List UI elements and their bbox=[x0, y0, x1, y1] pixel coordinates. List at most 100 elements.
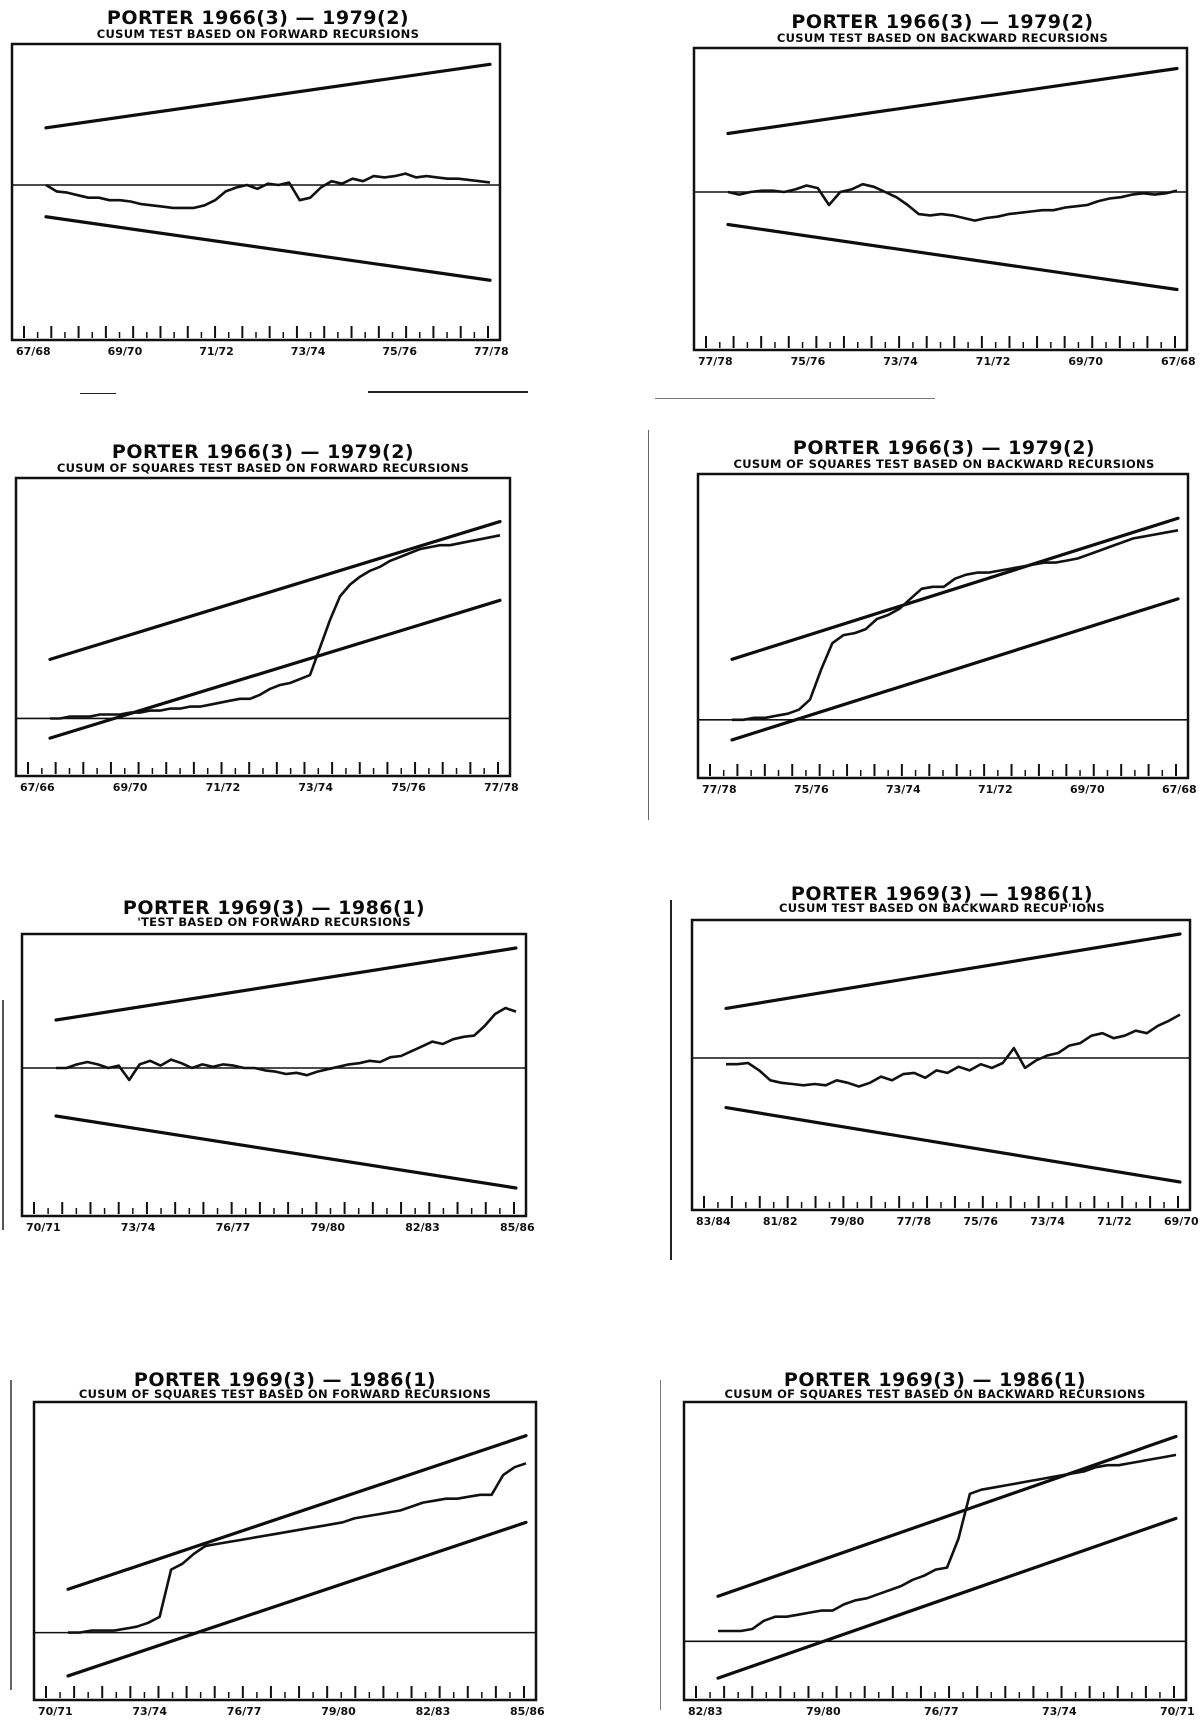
chart-plot: 70/71 73/74 76/77 79/80 82/83 85/86 bbox=[20, 932, 535, 1234]
x-tick-label: 79/80 bbox=[806, 1705, 841, 1718]
upper-significance-bound bbox=[48, 519, 502, 661]
series-line bbox=[732, 529, 1179, 722]
x-tick-label: 79/80 bbox=[830, 1215, 865, 1228]
chart-plot: 77/78 75/76 73/74 71/72 69/70 67/68 bbox=[696, 472, 1197, 796]
chart-panel-cusum-forward-1966: PORTER 1966(3) — 1979(2) CUSUM TEST BASE… bbox=[8, 6, 509, 396]
upper-significance-bound bbox=[716, 1434, 1178, 1598]
lower-significance-bound bbox=[724, 1106, 1182, 1184]
x-tick-label: 85/86 bbox=[510, 1705, 545, 1718]
plot-frame bbox=[692, 46, 1189, 352]
x-tick-label: 81/82 bbox=[763, 1215, 798, 1228]
plot-frame bbox=[14, 476, 512, 778]
chart-subtitle: CUSUM OF SQUARES TEST BASED ON BACKWARD … bbox=[733, 457, 1155, 471]
x-tick-label: 67/66 bbox=[20, 781, 55, 794]
upper-significance-bound bbox=[724, 932, 1182, 1011]
scan-artifact-line bbox=[368, 391, 528, 393]
lower-significance-bound bbox=[726, 222, 1179, 292]
plot-frame bbox=[682, 1400, 1188, 1702]
series-line bbox=[45, 172, 491, 210]
upper-significance-bound bbox=[54, 946, 518, 1022]
x-tick-label: 82/83 bbox=[688, 1705, 723, 1718]
chart-panel-cusumsq-forward-1969: PORTER 1969(3) — 1986(1) CUSUM OF SQUARE… bbox=[30, 1369, 545, 1720]
x-tick-label: 75/76 bbox=[794, 783, 829, 796]
series-line bbox=[56, 1006, 517, 1082]
x-tick-label: 77/78 bbox=[474, 345, 509, 358]
x-tick-label: 67/68 bbox=[1162, 783, 1197, 796]
x-tick-label: 82/83 bbox=[416, 1705, 451, 1718]
scan-artifact-line bbox=[648, 430, 649, 820]
scan-artifact-line bbox=[670, 900, 672, 1260]
lower-significance-bound bbox=[48, 598, 502, 740]
chart-title: PORTER 1966(3) — 1979(2) bbox=[106, 7, 410, 29]
x-tick-label: 73/74 bbox=[886, 783, 921, 796]
plot-frame bbox=[10, 42, 502, 342]
x-tick-label: 73/74 bbox=[121, 1221, 156, 1234]
lower-significance-bound bbox=[44, 215, 492, 282]
x-tick-label: 67/68 bbox=[1161, 355, 1196, 368]
chart-panel-cusumsq-backward-1966: PORTER 1966(3) — 1979(2) CUSUM OF SQUARE… bbox=[694, 437, 1197, 818]
chart-panel-cusum-forward-1969: PORTER 1969(3) — 1986(1) 'TEST BASED ON … bbox=[18, 898, 535, 1288]
x-tick-label: 76/77 bbox=[216, 1221, 251, 1234]
x-tick-label: 70/71 bbox=[1160, 1705, 1195, 1718]
chart-panel-cusum-backward-1969: PORTER 1969(3) — 1986(1) CUSUM TEST BASE… bbox=[688, 883, 1199, 1274]
upper-significance-bound bbox=[66, 1434, 528, 1591]
chart-title: PORTER 1966(3) — 1979(2) bbox=[792, 437, 1096, 459]
x-tick-label: 75/76 bbox=[791, 355, 826, 368]
x-tick-label: 73/74 bbox=[883, 355, 918, 368]
plot-frame bbox=[32, 1400, 538, 1702]
plot-frame bbox=[690, 918, 1192, 1212]
x-tick-label: 75/76 bbox=[963, 1215, 998, 1228]
x-tick-label: 67/68 bbox=[16, 345, 51, 358]
chart-title: PORTER 1969(3) — 1986(1) bbox=[133, 1369, 437, 1391]
lower-significance-bound bbox=[716, 1516, 1178, 1680]
upper-significance-bound bbox=[44, 62, 492, 130]
x-tick-label: 73/74 bbox=[132, 1705, 167, 1718]
x-tick-label: 75/76 bbox=[391, 781, 426, 794]
x-tick-label: 71/72 bbox=[1097, 1215, 1132, 1228]
chart-plot: 83/84 81/82 79/80 77/78 75/76 73/74 71/72 69/70 bbox=[690, 918, 1199, 1228]
x-tick-label: 73/74 bbox=[1030, 1215, 1065, 1228]
scan-artifact-line bbox=[10, 1380, 12, 1690]
chart-title: PORTER 1966(3) — 1979(2) bbox=[791, 11, 1094, 33]
plot-frame bbox=[696, 472, 1190, 780]
x-tick-label: 69/70 bbox=[108, 345, 143, 358]
chart-panel-cusumsq-forward-1966: PORTER 1966(3) — 1979(2) CUSUM OF SQUARE… bbox=[12, 442, 519, 822]
x-tick-label: 73/74 bbox=[298, 781, 333, 794]
chart-plot: 67/68 69/70 71/72 73/74 75/76 77/78 bbox=[10, 42, 509, 358]
x-tick-label: 76/77 bbox=[924, 1705, 959, 1718]
x-tick-label: 79/80 bbox=[310, 1221, 345, 1234]
x-tick-label: 75/76 bbox=[382, 345, 417, 358]
chart-panel-cusumsq-backward-1969: PORTER 1969(3) — 1986(1) CUSUM OF SQUARE… bbox=[680, 1369, 1195, 1720]
x-tick-label: 69/70 bbox=[1164, 1215, 1199, 1228]
chart-plot: 67/66 69/70 71/72 73/74 75/76 77/78 bbox=[14, 476, 519, 794]
chart-title: PORTER 1969(3) — 1986(1) bbox=[783, 1369, 1087, 1391]
chart-plot: 77/78 75/76 73/74 71/72 69/70 67/68 bbox=[692, 46, 1196, 368]
x-tick-label: 69/70 bbox=[113, 781, 148, 794]
upper-significance-bound bbox=[726, 66, 1179, 136]
x-tick-label: 70/71 bbox=[38, 1705, 73, 1718]
scan-artifact-line bbox=[655, 398, 935, 399]
chart-subtitle: 'TEST BASED ON FORWARD RECURSIONS bbox=[137, 915, 411, 929]
series-line bbox=[718, 1453, 1177, 1633]
x-tick-label: 71/72 bbox=[206, 781, 241, 794]
chart-panel-cusum-backward-1966: PORTER 1966(3) — 1979(2) CUSUM TEST BASE… bbox=[690, 10, 1196, 400]
x-tick-label: 73/74 bbox=[291, 345, 326, 358]
chart-plot: 70/71 73/74 76/77 79/80 82/83 85/86 bbox=[32, 1400, 545, 1718]
series-line bbox=[727, 182, 1178, 222]
chart-title: PORTER 1969(3) — 1986(1) bbox=[790, 883, 1094, 905]
lower-significance-bound bbox=[54, 1114, 518, 1190]
x-tick-label: 76/77 bbox=[227, 1705, 262, 1718]
chart-subtitle: CUSUM OF SQUARES TEST BASED ON FORWARD R… bbox=[56, 461, 470, 475]
x-tick-label: 71/72 bbox=[978, 783, 1013, 796]
chart-subtitle: CUSUM OF SQUARES TEST BASED ON BACKWARD … bbox=[724, 1387, 1146, 1401]
chart-subtitle: CUSUM TEST BASED ON BACKWARD RECURSIONS bbox=[776, 31, 1109, 45]
x-tick-label: 77/78 bbox=[484, 781, 519, 794]
x-tick-label: 79/80 bbox=[321, 1705, 356, 1718]
x-tick-label: 71/72 bbox=[199, 345, 234, 358]
x-tick-label: 73/74 bbox=[1042, 1705, 1077, 1718]
x-tick-label: 77/78 bbox=[698, 355, 733, 368]
x-tick-label: 77/78 bbox=[702, 783, 737, 796]
series-line bbox=[726, 1013, 1181, 1088]
x-tick-label: 83/84 bbox=[696, 1215, 731, 1228]
x-tick-label: 69/70 bbox=[1068, 355, 1103, 368]
